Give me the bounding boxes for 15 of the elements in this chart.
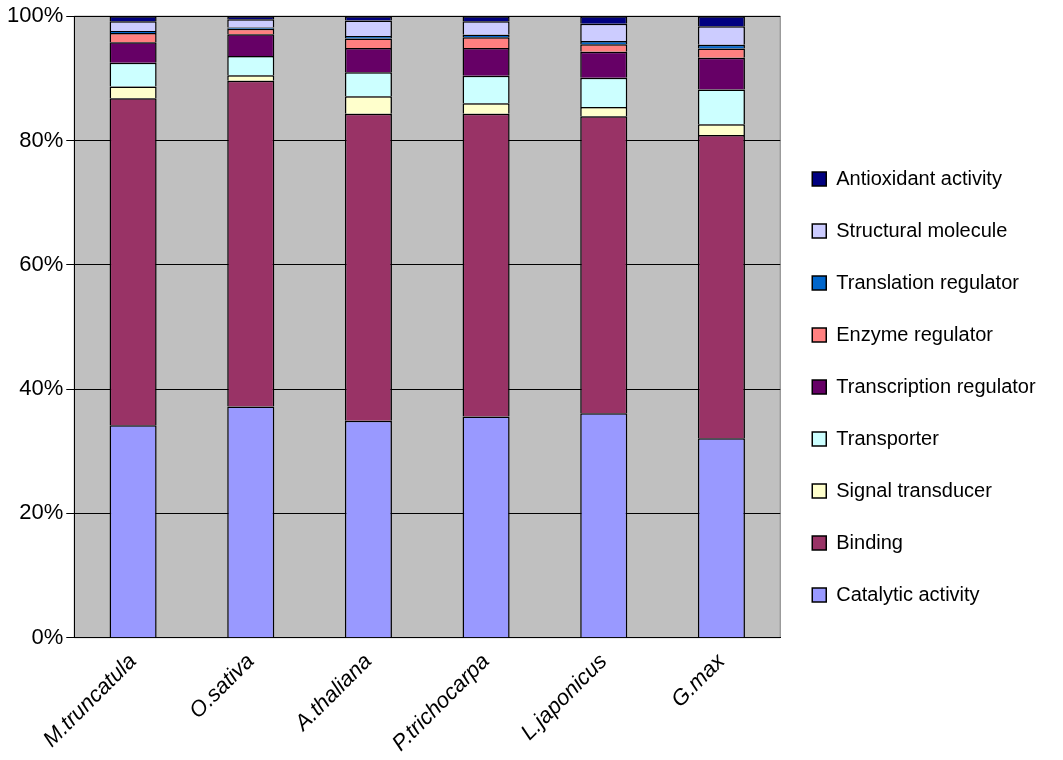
legend-label: Antioxidant activity [836,166,1002,189]
legend-label: Signal transducer [836,478,993,501]
y-tick-label: 100% [6,2,64,28]
y-tick-label: 40% [19,375,64,401]
legend-label: Translation regulator [836,270,1020,293]
legend-label: Structural molecule [836,218,1008,241]
y-tick-label: 20% [19,499,64,525]
y-tick-label: 80% [19,126,64,152]
legend-label: Binding [836,530,903,553]
legend-label: Transcription regulator [836,374,1036,397]
y-tick-label: 60% [19,250,64,276]
y-tick-label: 0% [31,623,64,649]
legend-label: Catalytic activity [836,582,980,605]
legend-label: Transporter [836,426,940,449]
legend-label: Enzyme regulator [836,322,994,345]
